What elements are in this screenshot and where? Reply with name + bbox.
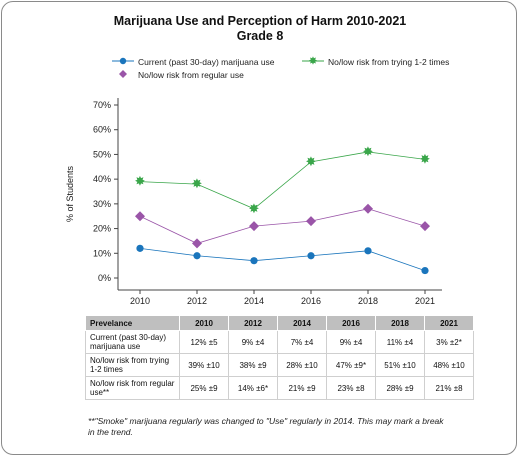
data-point: [364, 247, 372, 255]
table-header-cell: 2016: [326, 315, 376, 331]
table-cell: 51% ±10: [375, 353, 425, 377]
data-point: ✸: [363, 145, 374, 160]
line-chart: ✸ % of Students 0%10%20%30%40%50%60%70% …: [65, 55, 442, 306]
table-cell: 9% ±4: [326, 330, 376, 354]
prevalence-table: Prevelance 2010 2012 2014 2016 2018 2021…: [85, 315, 474, 400]
table-cell: 25% ±9: [179, 376, 229, 400]
table-cell: 3% ±2*: [424, 330, 474, 354]
y-tick-label: 60%: [93, 125, 111, 135]
table-cell: 39% ±10: [179, 353, 229, 377]
table-cell: 47% ±9*: [326, 353, 376, 377]
table-cell: 23% ±8: [326, 376, 376, 400]
table-header-cell: 2012: [228, 315, 278, 331]
table-header-cell: 2010: [179, 315, 229, 331]
x-tick-label: 2014: [244, 296, 264, 306]
table-header-cell: Prevelance: [85, 315, 180, 331]
y-tick-label: 70%: [93, 100, 111, 110]
table-cell: 14% ±6*: [228, 376, 278, 400]
y-tick-label: 10%: [93, 248, 111, 258]
legend-marker-trying: ✸: [308, 55, 317, 68]
data-point: [420, 221, 430, 232]
y-tick-label: 20%: [93, 224, 111, 234]
data-point: [136, 244, 144, 252]
row-label: No/low risk from trying 1-2 times: [85, 353, 180, 377]
table-cell: 11% ±4: [375, 330, 425, 354]
y-axis-label: % of Students: [65, 165, 75, 222]
x-tick-label: 2016: [301, 296, 321, 306]
row-label: No/low risk from regular use**: [85, 376, 180, 400]
x-tick-label: 2012: [187, 296, 207, 306]
data-point: ✸: [249, 202, 260, 217]
series-line: [139, 208, 426, 244]
x-tick-label: 2018: [358, 296, 378, 306]
data-point: ✸: [306, 155, 317, 170]
data-point: [135, 211, 145, 222]
table-cell: 12% ±5: [179, 330, 229, 354]
table-cell: 21% ±8: [424, 376, 474, 400]
legend-marker-use: [119, 57, 127, 65]
data-point: [306, 216, 316, 227]
table-cell: 9% ±4: [228, 330, 278, 354]
table-cell: 38% ±9: [228, 353, 278, 377]
table-header-row: Prevelance 2010 2012 2014 2016 2018 2021: [85, 315, 474, 331]
table-row: No/low risk from regular use** 25% ±9 14…: [85, 376, 474, 400]
table-header-cell: 2018: [375, 315, 425, 331]
y-tick-label: 40%: [93, 174, 111, 184]
legend-label-use: Current (past 30-day) marijuana use: [138, 57, 275, 67]
y-tick-label: 0%: [98, 273, 111, 283]
row-label: Current (past 30-day) marijuana use: [85, 330, 180, 354]
x-tick-label: 2021: [415, 296, 435, 306]
data-point: [250, 257, 258, 265]
legend-marker-regular: [119, 70, 127, 78]
x-tick-label: 2010: [130, 296, 150, 306]
series-line: [139, 247, 426, 271]
legend-label-trying: No/low risk from trying 1-2 times: [328, 57, 450, 67]
chart-subtitle: Grade 8: [236, 29, 284, 43]
data-point: [421, 266, 429, 275]
table-header-cell: 2014: [277, 315, 327, 331]
data-point: [363, 203, 373, 214]
table-row: No/low risk from trying 1-2 times 39% ±1…: [85, 353, 474, 377]
y-tick-label: 50%: [93, 149, 111, 159]
footnote: **"Smoke" marijuana regularly was change…: [88, 416, 444, 437]
y-tick-label: 30%: [93, 199, 111, 209]
table-row: Current (past 30-day) marijuana use 12% …: [85, 330, 474, 354]
legend-label-regular: No/low risk from regular use: [138, 70, 244, 80]
data-point: ✸: [420, 152, 431, 167]
chart-title: Marijuana Use and Perception of Harm 201…: [113, 14, 407, 28]
table-cell: 48% ±10: [424, 353, 474, 377]
data-point: ✸: [192, 177, 203, 192]
data-point: [307, 252, 315, 260]
table-cell: 28% ±10: [277, 353, 327, 377]
table-cell: 21% ±9: [277, 376, 327, 400]
data-point: ✸: [135, 175, 146, 190]
table-cell: 28% ±9: [375, 376, 425, 400]
data-point: [249, 221, 259, 232]
data-point: [192, 238, 202, 249]
data-point: [193, 252, 201, 260]
table-cell: 7% ±4: [277, 330, 327, 354]
table-header-cell: 2021: [424, 315, 474, 331]
series-line: [139, 151, 426, 210]
legend-swatches: ✸: [112, 55, 324, 78]
